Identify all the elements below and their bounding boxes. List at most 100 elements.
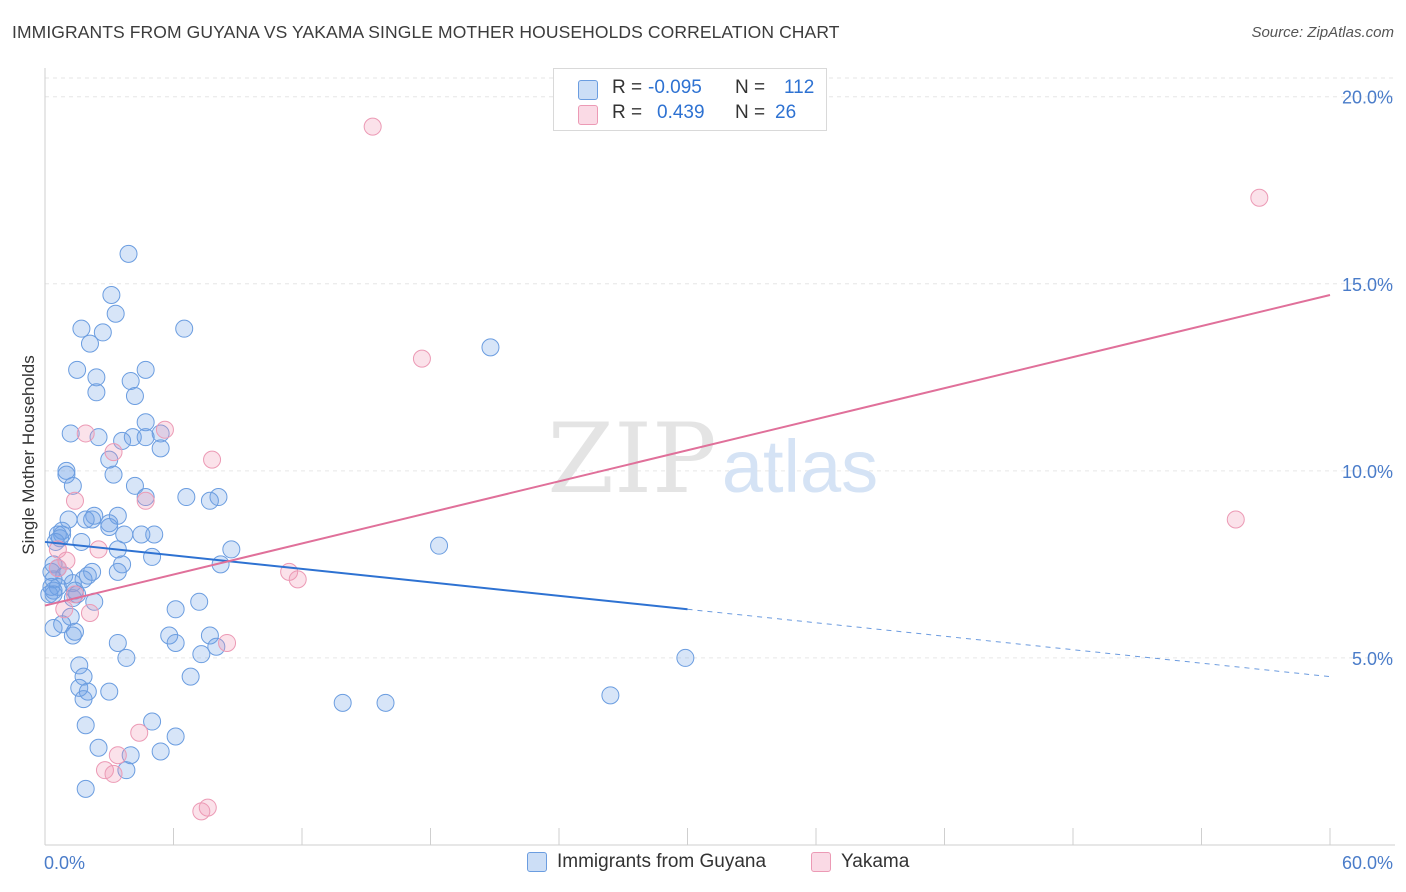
legend-swatch-pink: [578, 105, 598, 125]
guyana-point: [89, 738, 108, 757]
guyana-point: [72, 319, 91, 338]
yakama-point: [80, 604, 99, 623]
y-tick-label: 15.0%: [1342, 275, 1393, 295]
guyana-point: [44, 585, 63, 604]
yakama-point: [363, 117, 382, 136]
legend-n-label: N =: [735, 102, 766, 123]
yakama-point: [104, 443, 123, 462]
guyana-point: [200, 626, 219, 645]
yakama-point: [203, 450, 222, 469]
legend-n-label: N =: [735, 77, 766, 98]
yakama-point: [1226, 510, 1245, 529]
yakama-point: [108, 746, 127, 765]
yakama-trend-line: [44, 294, 1331, 607]
guyana-trend-line: [44, 540, 688, 611]
guyana-point: [207, 637, 226, 656]
guyana-point: [136, 360, 155, 379]
guyana-point: [601, 686, 620, 705]
guyana-point: [83, 510, 102, 529]
guyana-point: [100, 514, 119, 533]
guyana-point: [117, 648, 136, 667]
y-tick-label: 10.0%: [1342, 462, 1393, 482]
legend-row-pink: R = 0.439 N = 26: [554, 102, 826, 126]
legend-label-guyana: Immigrants from Guyana: [557, 851, 767, 872]
guyana-point: [76, 510, 95, 529]
guyana-point: [166, 600, 185, 619]
yakama-point: [412, 349, 431, 368]
guyana-point: [70, 678, 89, 697]
guyana-point: [151, 742, 170, 761]
guyana-point: [40, 585, 59, 604]
guyana-point: [177, 488, 196, 507]
yakama-point: [288, 570, 307, 589]
yakama-point: [76, 424, 95, 443]
guyana-point: [143, 712, 162, 731]
points-layer: [40, 117, 1269, 821]
grid-layer: [45, 77, 1395, 659]
guyana-point: [87, 383, 106, 402]
guyana-point: [123, 428, 142, 447]
x-tick-label: 60.0%: [1342, 853, 1393, 873]
guyana-point: [76, 716, 95, 735]
label-layer: 5.0% 10.0% 15.0% 20.0% 0.0% 60.0%: [44, 88, 1393, 873]
y-tick-label: 20.0%: [1342, 88, 1393, 108]
y-tick-label: 5.0%: [1352, 649, 1393, 669]
guyana-point: [76, 779, 95, 798]
yakama-point: [130, 723, 149, 742]
guyana-point: [104, 465, 123, 484]
guyana-point: [333, 693, 352, 712]
x-tick-label: 0.0%: [44, 853, 85, 873]
guyana-point: [143, 547, 162, 566]
guyana-point: [72, 532, 91, 551]
stats-legend: R = -0.095 N = 112 R = 0.439 N = 26: [553, 68, 827, 131]
guyana-point: [190, 592, 209, 611]
guyana-point: [115, 525, 134, 544]
yakama-point: [1250, 188, 1269, 207]
guyana-point: [108, 633, 127, 652]
legend-n-value: 112: [784, 77, 815, 98]
legend-swatch-blue: [527, 852, 547, 872]
yakama-point: [218, 633, 237, 652]
guyana-point: [121, 372, 140, 391]
yakama-point: [192, 802, 211, 821]
guyana-point: [44, 618, 63, 637]
guyana-point: [125, 387, 144, 406]
guyana-point: [74, 667, 93, 686]
legend-r-label: R =: [612, 77, 643, 98]
guyana-point: [125, 476, 144, 495]
legend-swatch-pink: [811, 852, 831, 872]
guyana-point: [57, 461, 76, 480]
guyana-point: [430, 536, 449, 555]
guyana-point: [87, 368, 106, 387]
guyana-point: [57, 465, 76, 484]
guyana-point: [106, 304, 125, 323]
guyana-point: [80, 334, 99, 353]
guyana-point: [166, 727, 185, 746]
guyana-trend-extension: [687, 608, 1331, 678]
guyana-point: [119, 244, 138, 263]
guyana-point: [102, 286, 121, 305]
yakama-point: [136, 491, 155, 510]
yakama-point: [89, 540, 108, 559]
guyana-point: [200, 491, 219, 510]
watermark-zip: ZIP: [547, 403, 716, 515]
guyana-point: [136, 428, 155, 447]
guyana-point: [376, 693, 395, 712]
guyana-point: [61, 424, 80, 443]
guyana-point: [676, 648, 695, 667]
yakama-point: [65, 491, 84, 510]
guyana-point: [192, 645, 211, 664]
guyana-point: [108, 562, 127, 581]
legend-swatch-blue: [578, 80, 598, 100]
guyana-point: [209, 488, 228, 507]
yakama-point: [155, 420, 174, 439]
legend-r-value: 0.439: [657, 102, 705, 123]
guyana-point: [93, 323, 112, 342]
watermark-atlas: atlas: [722, 425, 878, 508]
guyana-point: [136, 413, 155, 432]
y-axis-label: Single Mother Households: [19, 355, 38, 554]
yakama-point: [48, 559, 67, 578]
guyana-point: [121, 746, 140, 765]
guyana-point: [136, 488, 155, 507]
